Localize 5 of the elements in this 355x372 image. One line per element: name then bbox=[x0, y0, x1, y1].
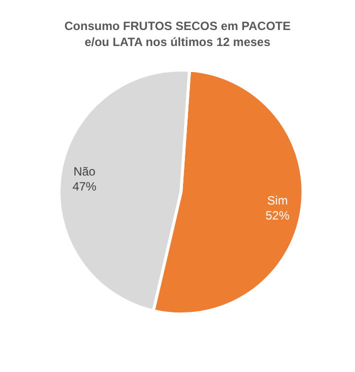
chart-title: Consumo FRUTOS SECOS em PACOTE e/ou LATA nos últimos 12 meses bbox=[64, 19, 291, 49]
data-label: 47% bbox=[72, 179, 97, 194]
slice-label: Não bbox=[73, 164, 96, 178]
slice-label: Sim bbox=[267, 194, 288, 208]
data-label: 52% bbox=[266, 208, 290, 223]
